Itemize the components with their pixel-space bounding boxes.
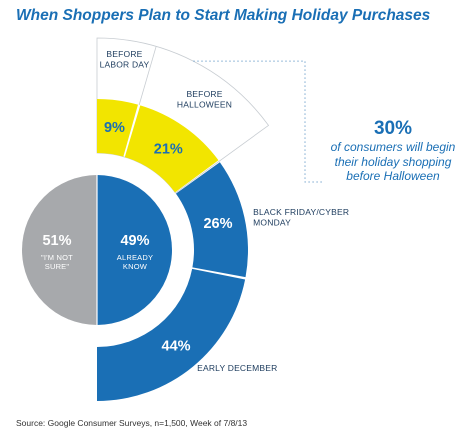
callout-text: of consumers will begin their holiday sh… [330, 140, 456, 183]
callout-dotted-line [193, 60, 323, 183]
ring-value-before-labor-day: 9% [104, 120, 125, 136]
ring-label-early-december-line: EARLY DECEMBER [197, 363, 277, 373]
pie-slice-already-know [97, 175, 172, 325]
ring-label-black-friday-cyber-monday-line: MONDAY [253, 218, 291, 228]
ring-label-black-friday-cyber-monday: BLACK FRIDAY/CYBER MONDAY [253, 207, 349, 228]
ring-label-before-labor-day-line: LABOR DAY [100, 59, 150, 69]
callout: 30% of consumers will begin their holida… [318, 118, 468, 184]
pie-value-not-sure: 51% [42, 233, 71, 249]
ring-label-before-halloween: BEFORE HALLOWEEN [177, 89, 232, 110]
ring-segment-before-labor-day [97, 99, 138, 157]
pie-label-already-know-line: ALREADY [117, 253, 153, 262]
ring-label-before-labor-day-line: BEFORE [106, 49, 142, 59]
pie-slice-not-sure [22, 175, 97, 325]
pie-label-already-know-line: KNOW [123, 262, 148, 271]
pie-label-already-know: ALREADY KNOW [117, 253, 153, 271]
inner-pie: 51% "I'M NOT SURE" 49% ALREADY KNOW [22, 175, 172, 325]
ring-segment-black-friday-cyber-monday [175, 162, 248, 278]
pie-label-not-sure-line: SURE" [45, 262, 70, 271]
ring-label-black-friday-cyber-monday-line: BLACK FRIDAY/CYBER [253, 207, 349, 217]
highlight-ghost-divider [138, 46, 157, 106]
callout-connector [193, 60, 323, 183]
ring-segment-early-december [97, 268, 246, 401]
ring-label-before-halloween-line: HALLOWEEN [177, 100, 232, 110]
chart-title: When Shoppers Plan to Start Making Holid… [16, 7, 431, 24]
ring-value-early-december: 44% [162, 339, 191, 355]
callout-value: 30% [373, 118, 413, 139]
ring-label-before-halloween-line: BEFORE [186, 89, 222, 99]
pie-label-not-sure: "I'M NOT SURE" [41, 253, 73, 271]
pie-label-not-sure-line: "I'M NOT [41, 253, 73, 262]
pie-value-already-know: 49% [120, 233, 149, 249]
ring-value-before-halloween: 21% [154, 142, 183, 158]
ring-segment-before-halloween [124, 105, 219, 193]
ring-label-before-labor-day: BEFORE LABOR DAY [100, 49, 150, 69]
ring-value-black-friday-cyber-monday: 26% [203, 216, 232, 232]
source-note: Source: Google Consumer Surveys, n=1,500… [16, 418, 248, 428]
ring-label-early-december: EARLY DECEMBER [197, 363, 277, 373]
